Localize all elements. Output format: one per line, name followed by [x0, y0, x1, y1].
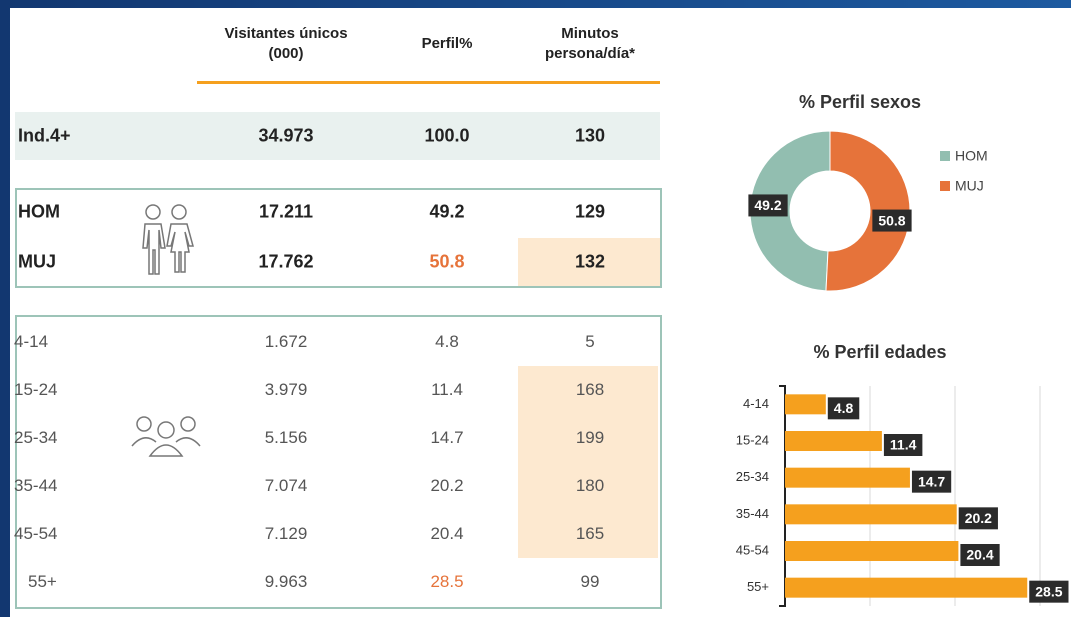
legend-swatch — [940, 181, 950, 191]
value-label-text: 20.2 — [965, 510, 992, 526]
value-label: 11.4 — [883, 434, 923, 456]
value-label: 28.5 — [1029, 580, 1069, 603]
legend-label: HOM — [955, 148, 988, 164]
age-box — [15, 315, 662, 609]
table-cell: 9.963 — [264, 572, 308, 591]
legend-swatch — [940, 151, 950, 161]
table-cell: 14.7 — [430, 428, 464, 447]
value-label-text: 49.2 — [754, 197, 781, 213]
bar — [785, 431, 882, 451]
row-label: 55+ — [28, 572, 57, 591]
row-label: MUJ — [18, 251, 57, 272]
table-cell: 11.4 — [431, 380, 463, 399]
column-header: Visitantes únicos (000) — [224, 25, 348, 62]
row-label: 4-14 — [14, 332, 49, 351]
table: Visitantes únicos (000) Perfil% Minutos pe… — [10, 8, 680, 617]
table-cell: 180 — [575, 476, 605, 495]
bar — [785, 504, 957, 525]
y-tick-label: 15-24 — [736, 432, 769, 447]
y-tick-label: 4-14 — [743, 396, 769, 411]
value-label-box — [872, 209, 912, 232]
value-label: 4.8 — [827, 397, 860, 420]
value-label-box — [960, 544, 1000, 566]
pie-slice — [825, 130, 911, 292]
chart-title: % Perfil edades — [813, 342, 946, 362]
pie-slice — [749, 130, 831, 292]
table-cell: 7.074 — [264, 476, 308, 495]
value-label-text: 28.5 — [1035, 583, 1062, 599]
table-cell: 50.8 — [429, 251, 465, 272]
value-label-text: 4.8 — [834, 400, 854, 416]
value-label: 20.4 — [960, 544, 1000, 566]
panel: Visitantes únicos (000) Perfil% Minutos pe… — [10, 8, 1071, 617]
value-label: 50.8 — [872, 209, 912, 232]
y-tick-label: 45-54 — [736, 542, 769, 557]
table-cell: 28.5 — [430, 572, 464, 591]
value-label: 49.2 — [748, 194, 788, 217]
table-cell: 129 — [574, 201, 606, 222]
table-cell: 130 — [574, 125, 606, 146]
bar — [785, 394, 826, 415]
table-cell: 132 — [574, 251, 606, 272]
y-tick-label: 35-44 — [736, 506, 769, 521]
table-cell: 100.0 — [424, 125, 470, 146]
chart-title: % Perfil sexos — [799, 92, 921, 112]
table-cell: 165 — [575, 524, 605, 543]
people-icon — [142, 204, 194, 275]
table-cell: 199 — [575, 428, 605, 447]
table-cell: 34.973 — [258, 125, 314, 146]
bar — [785, 541, 959, 561]
value-label-box — [1029, 580, 1069, 603]
table-cell: 1.672 — [264, 332, 308, 351]
total-row-bg — [15, 112, 660, 160]
row-label: Ind.4+ — [18, 125, 71, 146]
legend-label: MUJ — [955, 178, 984, 194]
bar — [785, 577, 1028, 598]
group-icon — [131, 416, 201, 457]
row-label: 15-24 — [14, 380, 58, 399]
value-label-box — [883, 434, 923, 456]
table-cell: 4.8 — [435, 332, 459, 351]
bar — [785, 467, 910, 488]
column-header: Perfil% — [421, 35, 473, 52]
value-label-text: 14.7 — [918, 473, 945, 489]
table-cell: 5 — [585, 332, 595, 351]
value-label: 20.2 — [958, 507, 998, 530]
highlight — [518, 366, 658, 558]
row-label: 45-54 — [14, 524, 58, 543]
table-cell: 20.4 — [430, 524, 464, 543]
table-cell: 5.156 — [264, 428, 308, 447]
value-label-text: 20.4 — [966, 547, 993, 563]
column-header: Minutos persona/día* — [544, 25, 636, 62]
highlight — [518, 238, 660, 286]
table-cell: 3.979 — [264, 380, 308, 399]
y-tick-label: 25-34 — [736, 469, 769, 484]
sex-box — [15, 188, 662, 288]
y-tick-label: 55+ — [747, 579, 769, 594]
value-label: 14.7 — [911, 470, 952, 493]
value-label-box — [748, 194, 788, 217]
table-cell: 168 — [575, 380, 605, 399]
table-cell: 17.762 — [258, 251, 314, 272]
table-cell: 99 — [580, 572, 600, 591]
value-label-box — [911, 470, 952, 493]
axis-bracket — [779, 385, 786, 607]
header-rule — [197, 81, 660, 84]
value-label-box — [958, 507, 998, 530]
value-label-text: 50.8 — [878, 212, 905, 228]
row-label: 35-44 — [14, 476, 58, 495]
table-cell: 7.129 — [264, 524, 308, 543]
table-cell: 17.211 — [258, 201, 314, 222]
row-label: HOM — [18, 201, 60, 222]
value-label-text: 11.4 — [890, 437, 917, 453]
value-label-box — [827, 397, 860, 420]
table-cell: 20.2 — [430, 476, 464, 495]
row-label: 25-34 — [14, 428, 58, 447]
table-cell: 49.2 — [429, 201, 465, 222]
